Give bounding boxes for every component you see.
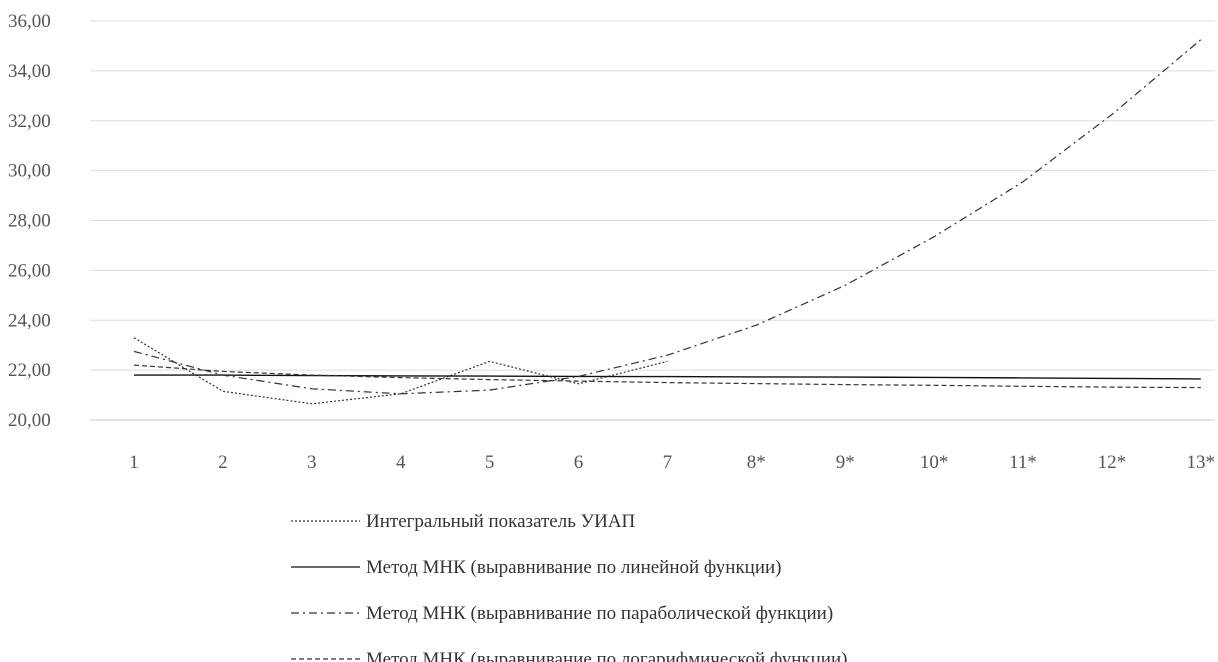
- y-tick-label: 36,00: [8, 11, 51, 32]
- y-tick-label: 28,00: [8, 211, 51, 232]
- x-tick-label: 5: [485, 452, 495, 473]
- x-tick-label: 8*: [747, 452, 766, 473]
- x-tick-label: 2: [218, 452, 228, 473]
- x-tick-label: 11*: [1009, 452, 1037, 473]
- x-tick-label: 6: [574, 452, 584, 473]
- x-tick-label: 1: [129, 452, 139, 473]
- x-tick-label: 12*: [1098, 452, 1127, 473]
- gridlines: [90, 20, 1215, 421]
- y-tick-label: 20,00: [8, 410, 51, 431]
- series-lines: [133, 39, 1202, 405]
- series-line: [134, 374, 1201, 380]
- x-tick-label: 10*: [920, 452, 949, 473]
- y-axis-tick-labels: 20,00 22,00 24,00 26,00 28,00 30,00 32,00 34,00…: [8, 11, 51, 431]
- y-tick-label: 32,00: [8, 111, 51, 132]
- legend-label: Метод МНК (выравнивание по логарифмическ…: [366, 649, 847, 662]
- y-tick-label: 24,00: [8, 310, 51, 331]
- legend: Интегральный показатель УИАП Метод МНК (в…: [291, 511, 847, 662]
- x-tick-label: 9*: [836, 452, 855, 473]
- series-line: [133, 364, 1201, 389]
- x-axis-tick-labels: 1 2 3 4 5 6 7 8* 9* 10* 11* 12* 13*: [129, 452, 1215, 473]
- series-line: [133, 337, 668, 405]
- y-tick-label: 26,00: [8, 260, 51, 281]
- x-tick-label: 13*: [1187, 452, 1216, 473]
- x-tick-label: 3: [307, 452, 317, 473]
- legend-label: Метод МНК (выравнивание по параболическо…: [366, 603, 833, 624]
- series-line: [133, 39, 1202, 395]
- legend-label: Метод МНК (выравнивание по линейной функ…: [366, 557, 782, 578]
- y-tick-label: 22,00: [8, 360, 51, 381]
- x-tick-label: 7: [663, 452, 673, 473]
- x-tick-label: 4: [396, 452, 406, 473]
- y-tick-label: 30,00: [8, 161, 51, 182]
- legend-label: Интегральный показатель УИАП: [366, 511, 636, 532]
- y-tick-label: 34,00: [8, 61, 51, 82]
